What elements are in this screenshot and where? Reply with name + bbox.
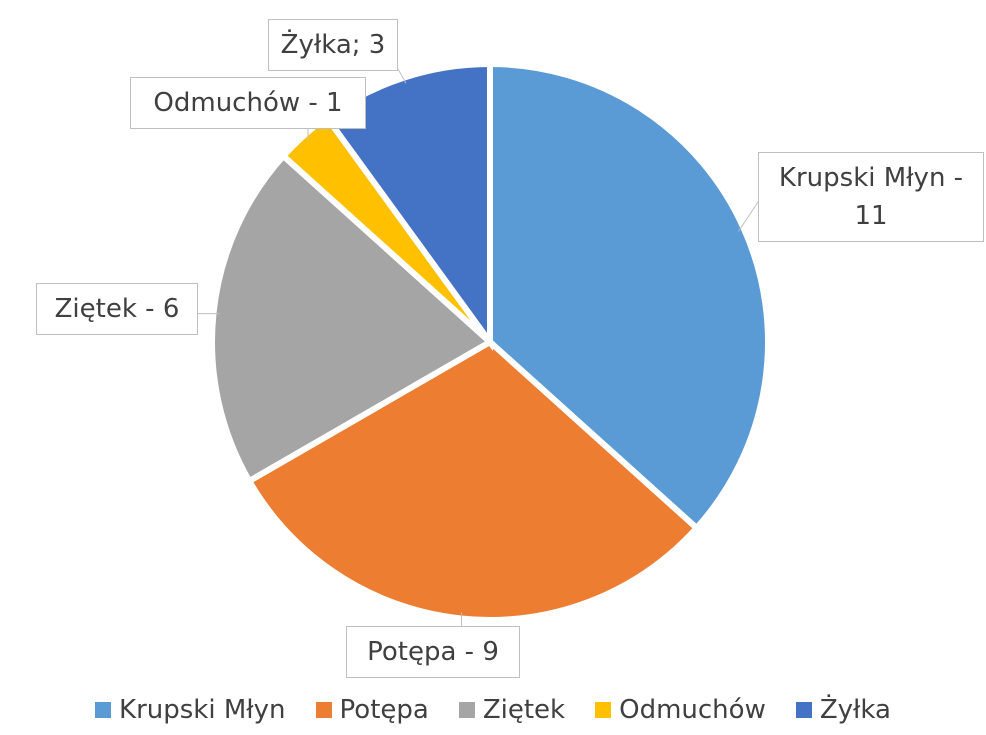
legend-swatch — [458, 702, 475, 718]
legend-item: Potępa — [315, 695, 429, 725]
legend-swatch — [795, 702, 812, 718]
pie-slice — [209, 151, 496, 486]
legend-label: Odmuchów — [619, 695, 766, 725]
legend-item: Ziętek — [458, 695, 566, 725]
legend-label: Żyłka — [819, 695, 891, 725]
legend-swatch — [595, 702, 612, 718]
legend-swatch — [95, 702, 112, 718]
pie-slice — [487, 60, 771, 533]
legend-label: Ziętek — [482, 695, 566, 725]
legend-label: Potępa — [339, 695, 429, 725]
data-label: Krupski Młyn - 11 — [758, 152, 984, 242]
data-label: Żyłka; 3 — [268, 19, 398, 71]
pie-slice — [245, 338, 701, 623]
data-label: Odmuchów - 1 — [130, 77, 366, 129]
data-label: Potępa - 9 — [346, 626, 520, 678]
leader-line — [397, 68, 407, 84]
data-label: Ziętek - 6 — [36, 283, 198, 335]
legend-label: Krupski Młyn — [119, 695, 286, 725]
legend-item: Żyłka — [795, 695, 891, 725]
legend-swatch — [315, 702, 332, 718]
legend: Krupski Młyn Potępa Ziętek Odmuchów Żyłka — [0, 695, 986, 725]
legend-item: Odmuchów — [595, 695, 766, 725]
legend-item: Krupski Młyn — [95, 695, 286, 725]
leader-line — [738, 201, 759, 232]
